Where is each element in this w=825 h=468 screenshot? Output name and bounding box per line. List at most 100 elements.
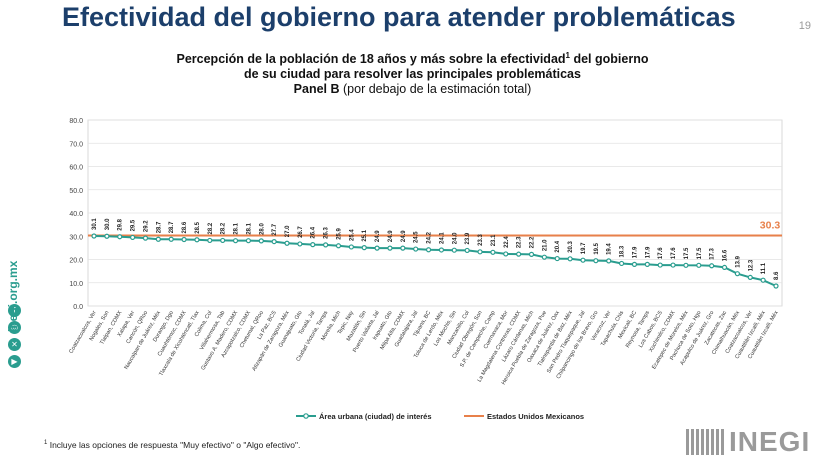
data-point	[516, 251, 522, 257]
data-point	[657, 262, 663, 268]
data-label: 11.1	[761, 262, 767, 274]
data-label: 27.0	[285, 225, 291, 237]
subtitle-panel: Panel B	[293, 82, 340, 97]
data-point	[130, 234, 136, 241]
data-label: 25.1	[362, 229, 368, 241]
data-point	[709, 263, 715, 269]
data-point	[232, 238, 239, 244]
data-point	[438, 247, 445, 253]
data-label: 22.4	[504, 236, 510, 248]
instagram-icon[interactable]: ◎	[8, 321, 21, 334]
data-label: 22.2	[530, 236, 536, 248]
data-label: 25.9	[336, 227, 342, 239]
y-tick-label: 20.0	[69, 258, 83, 265]
legend-marker-series	[303, 413, 309, 419]
data-label: 27.7	[272, 223, 278, 235]
y-tick-label: 40.0	[69, 211, 83, 218]
legend-label-reference: Estados Unidos Mexicanos	[487, 412, 584, 421]
data-point	[117, 234, 123, 240]
data-point	[747, 274, 753, 281]
data-label: 26.7	[298, 226, 304, 238]
data-label: 24.9	[375, 230, 381, 242]
data-point	[245, 238, 252, 244]
data-point	[258, 238, 264, 244]
data-point	[335, 243, 342, 249]
data-point	[734, 271, 740, 277]
data-point	[696, 262, 702, 268]
data-label: 23.1	[491, 234, 497, 246]
y-tick-label: 10.0	[69, 281, 83, 288]
data-point	[142, 235, 149, 241]
data-point	[387, 245, 393, 251]
page-title: Efectividad del gobierno para atender pr…	[62, 2, 736, 32]
data-label: 19.5	[594, 242, 600, 254]
data-point	[194, 237, 200, 243]
data-label: 28.7	[156, 221, 162, 233]
data-point	[554, 255, 560, 262]
data-label: 30.0	[105, 218, 111, 230]
legend-label-series: Área urbana (ciudad) de interés	[319, 412, 432, 421]
data-point	[567, 256, 573, 262]
data-label: 29.2	[143, 220, 149, 232]
data-label: 28.5	[195, 221, 201, 233]
twitter-icon[interactable]: ✕	[8, 338, 21, 351]
footnote: 1 Incluye las opciones de respuesta "Muy…	[44, 440, 300, 450]
data-point	[181, 236, 187, 243]
data-point	[490, 249, 496, 255]
data-point	[477, 249, 483, 255]
line-chart: 0.0 10.0 20.0 30.0 40.0 50.0 60.0 70.0 80.0 30.3 3…	[68, 118, 783, 421]
logo-text: INEGI	[729, 426, 811, 457]
data-label: 26.3	[324, 227, 330, 239]
data-label: 23.3	[478, 233, 484, 245]
chart-subtitle: Percepción de la población de 18 años y …	[140, 48, 685, 97]
data-label: 26.4	[311, 226, 317, 238]
data-point	[220, 237, 226, 244]
data-point	[297, 241, 303, 247]
data-label: 28.0	[259, 223, 265, 235]
data-point	[451, 247, 457, 253]
data-point	[168, 236, 174, 242]
data-point	[400, 245, 406, 251]
data-point	[721, 264, 728, 271]
logo-mark-icon	[686, 429, 726, 455]
footnote-text: Incluye las opciones de respuesta "Muy e…	[47, 440, 301, 450]
data-label: 28.1	[246, 222, 252, 234]
data-point	[207, 237, 213, 244]
data-label: 24.1	[439, 232, 445, 244]
data-point	[271, 238, 277, 245]
data-label: 22.3	[517, 236, 523, 248]
data-point	[155, 236, 161, 242]
footnote-sup: 1	[44, 440, 48, 447]
data-label: 8.6	[774, 271, 780, 280]
data-point	[425, 247, 432, 253]
data-point	[464, 247, 470, 254]
data-label: 18.3	[620, 245, 626, 257]
data-label: 17.9	[645, 246, 651, 258]
data-label: 17.3	[710, 247, 716, 259]
legend-item-series: Área urbana (ciudad) de interés	[296, 412, 432, 421]
site-url[interactable]: inegi.org.mx	[6, 260, 20, 332]
data-label: 28.2	[221, 222, 227, 234]
subtitle-line1-b: del gobierno	[570, 52, 649, 67]
data-point	[644, 261, 650, 267]
data-label: 17.9	[632, 246, 638, 258]
data-label: 29.5	[131, 219, 137, 231]
y-tick-label: 70.0	[69, 141, 83, 148]
data-point	[361, 245, 367, 251]
data-point	[348, 244, 354, 250]
facebook-icon[interactable]: f	[8, 304, 21, 317]
youtube-icon[interactable]: ▶	[8, 355, 21, 368]
data-label: 24.9	[401, 230, 407, 242]
data-label: 17.5	[697, 247, 703, 259]
y-tick-label: 50.0	[69, 188, 83, 195]
subtitle-line1-a: Percepción de la población de 18 años y …	[176, 52, 566, 67]
data-point	[413, 246, 419, 252]
data-point	[670, 262, 676, 268]
data-label: 23.9	[465, 232, 471, 244]
y-tick-label: 60.0	[69, 165, 83, 172]
data-point	[104, 233, 110, 239]
data-label: 30.1	[92, 218, 98, 230]
data-label: 16.6	[723, 249, 729, 261]
data-label: 28.1	[234, 222, 240, 234]
data-point	[310, 242, 316, 248]
